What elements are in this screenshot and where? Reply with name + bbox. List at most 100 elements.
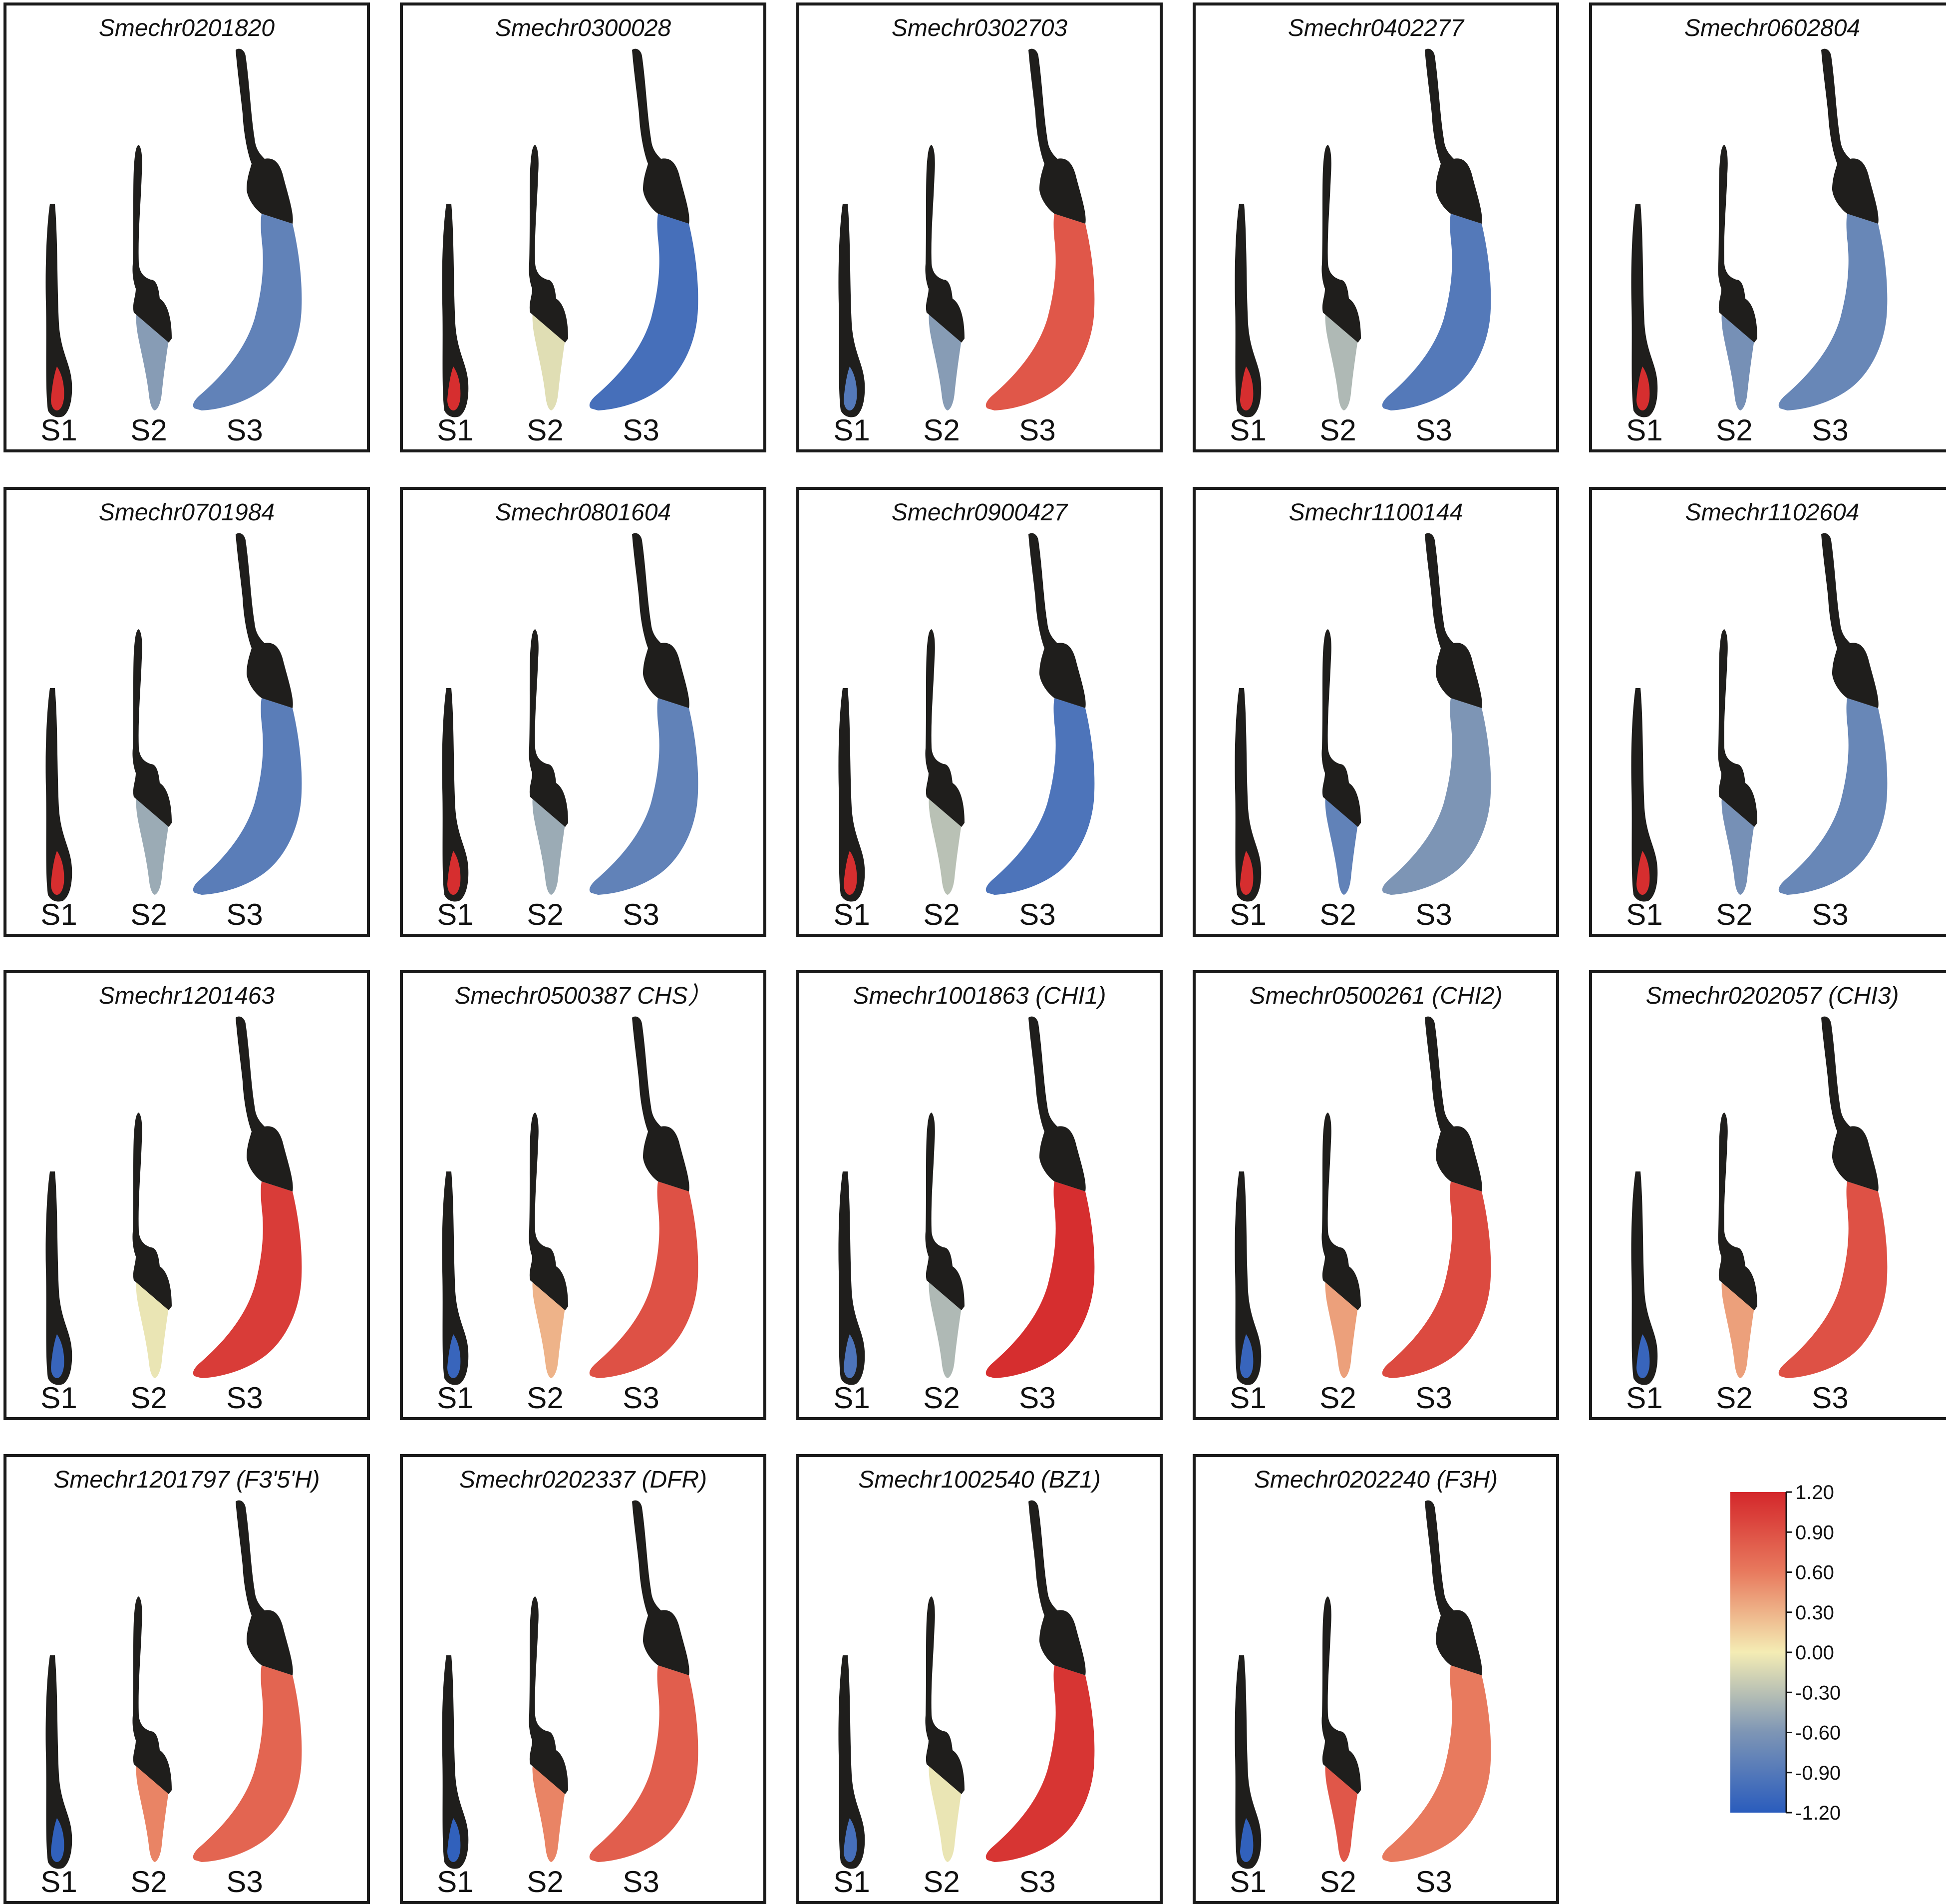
expression-panel: Smechr0300028 S1 S2 S3 [400, 2, 766, 452]
gene-title: Smechr0300028 [495, 15, 671, 41]
expression-panel: Smechr0500261 (CHI2) S1 S2 S3 [1193, 970, 1559, 1420]
stage1-expression-region [51, 1818, 64, 1862]
stage2-expression-region [532, 312, 565, 410]
stage3-expression-region [193, 214, 302, 410]
stage2-organ-dark [132, 1596, 172, 1794]
stage-label: S1 [40, 898, 77, 931]
stage-label: S1 [40, 1381, 77, 1415]
stage1-organ-dark [45, 688, 72, 902]
stage-label: S2 [527, 413, 563, 447]
stage2-expression-region [136, 1279, 169, 1378]
scale-tick-label: -1.20 [1795, 1802, 1841, 1824]
stage-label: S2 [1319, 1865, 1356, 1899]
stage-label: S1 [437, 1381, 473, 1415]
stage1-expression-region [51, 851, 64, 895]
stage2-organ-dark [1718, 1113, 1757, 1310]
stage2-organ-dark [1718, 145, 1757, 343]
stage-label: S3 [1415, 413, 1452, 447]
stage3-organ-dark [1028, 533, 1086, 708]
scale-tick-label: -0.90 [1795, 1762, 1841, 1784]
stage-label: S1 [833, 413, 870, 447]
stage-label: S1 [437, 1865, 473, 1899]
gene-title: Smechr0500261 (CHI2) [1250, 983, 1503, 1009]
scale-tick-label: -0.30 [1795, 1682, 1841, 1704]
stage3-expression-region [193, 1665, 302, 1862]
stage1-expression-region [1636, 851, 1650, 895]
stage-label: S3 [1812, 898, 1848, 931]
scale-tick-label: 0.30 [1795, 1602, 1834, 1624]
gene-title: Smechr0302703 [892, 15, 1068, 41]
stage1-organ-dark [442, 688, 469, 902]
stage1-expression-region [844, 851, 857, 895]
stage1-expression-region [51, 1334, 64, 1378]
stage3-expression-region [1778, 698, 1888, 895]
stage3-organ-dark [1028, 1500, 1086, 1675]
stage-label: S3 [1415, 1381, 1452, 1415]
stage2-organ-dark [132, 629, 172, 827]
stage-label: S3 [1019, 1865, 1055, 1899]
stage3-expression-region [589, 1665, 698, 1862]
stage3-organ-dark [236, 48, 293, 224]
stage1-organ-dark [1235, 688, 1262, 902]
expression-panel: Smechr1002540 (BZ1) S1 S2 S3 [796, 1454, 1163, 1904]
stage1-organ-dark [1631, 688, 1658, 902]
stage3-expression-region [193, 698, 302, 895]
stage2-organ-dark [132, 1113, 172, 1310]
stage1-organ-dark [442, 1655, 469, 1869]
expression-panel: Smechr0202240 (F3H) S1 S2 S3 [1193, 1454, 1559, 1904]
stage1-organ-dark [45, 1655, 72, 1869]
stage-label: S1 [40, 1865, 77, 1899]
stage3-expression-region [1778, 214, 1888, 410]
stage2-organ-dark [925, 629, 965, 827]
scale-tick-label: 0.00 [1795, 1642, 1834, 1664]
expression-panel: Smechr1001863 (CHI1) S1 S2 S3 [796, 970, 1163, 1420]
stage1-organ-dark [45, 204, 72, 417]
stage3-expression-region [589, 214, 698, 410]
stage1-expression-region [1636, 1334, 1650, 1378]
expression-panel: Smechr1201797 (F3'5'H) S1 S2 S3 [3, 1454, 370, 1904]
stage-label: S1 [437, 413, 473, 447]
scale-tick-label: -0.60 [1795, 1722, 1841, 1744]
stage3-expression-region [589, 698, 698, 895]
stage1-expression-region [1636, 367, 1650, 410]
stage2-expression-region [929, 796, 962, 895]
stage-label: S2 [1319, 1381, 1356, 1415]
stage3-organ-dark [632, 533, 689, 708]
stage2-organ-dark [925, 145, 965, 343]
gene-title: Smechr0602804 [1684, 15, 1860, 41]
expression-panel: Smechr1201463 S1 S2 S3 [3, 970, 370, 1420]
stage1-expression-region [51, 367, 64, 410]
scale-tick-label: 0.90 [1795, 1522, 1834, 1543]
stage3-expression-region [985, 698, 1095, 895]
stage3-organ-dark [236, 1016, 293, 1191]
stage3-expression-region [985, 214, 1095, 410]
stage2-organ-dark [529, 1113, 568, 1310]
stage-label: S3 [1019, 898, 1055, 931]
gene-title: Smechr1102604 [1685, 499, 1860, 526]
stage-label: S2 [130, 898, 167, 931]
stage3-organ-dark [236, 1500, 293, 1675]
stage2-organ-dark [1321, 1596, 1361, 1794]
stage3-organ-dark [236, 533, 293, 708]
color-scale-legend: 1.20 0.90 0.60 0.30 0.00 -0.30 -0.60 -0.90 -1.20 [1730, 1482, 1841, 1824]
stage3-organ-dark [1425, 48, 1482, 224]
stage1-organ-dark [442, 204, 469, 417]
scale-tick-label: 0.60 [1795, 1562, 1834, 1584]
stage2-organ-dark [529, 145, 568, 343]
stage1-expression-region [844, 1818, 857, 1862]
stage-label: S2 [1716, 413, 1752, 447]
stage1-expression-region [1240, 1334, 1254, 1378]
stage2-expression-region [136, 1763, 169, 1862]
stage3-organ-dark [1425, 1016, 1482, 1191]
stage3-organ-dark [1821, 533, 1879, 708]
stage-label: S1 [833, 1865, 870, 1899]
gene-title: Smechr1201797 (F3'5'H) [53, 1467, 320, 1493]
stage2-organ-dark [529, 629, 568, 827]
stage1-organ-dark [838, 204, 865, 417]
stage2-expression-region [532, 796, 565, 895]
stage-label: S2 [527, 1381, 563, 1415]
stage1-expression-region [1240, 367, 1254, 410]
expression-panel: Smechr1102604 S1 S2 S3 [1589, 487, 1946, 937]
